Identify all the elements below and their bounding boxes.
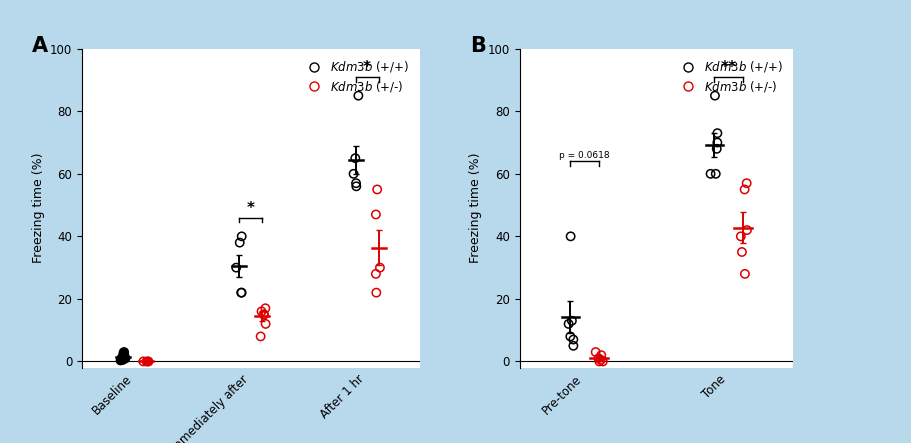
Point <box>258 305 272 312</box>
Point <box>233 289 248 296</box>
Y-axis label: Freezing time (%): Freezing time (%) <box>469 153 482 264</box>
Point <box>258 320 272 327</box>
Point <box>346 170 361 177</box>
Point <box>736 186 751 193</box>
Point <box>368 270 383 277</box>
Y-axis label: Freezing time (%): Freezing time (%) <box>32 153 45 264</box>
Point <box>734 249 749 256</box>
Point <box>702 170 717 177</box>
Point <box>114 355 128 362</box>
Point <box>560 320 575 327</box>
Text: p = 0.0618: p = 0.0618 <box>558 151 609 160</box>
Point <box>140 358 155 365</box>
Point <box>368 211 383 218</box>
Point <box>593 352 608 359</box>
Point <box>737 270 752 277</box>
Point <box>348 180 363 187</box>
Point <box>116 352 130 359</box>
Point <box>116 349 130 356</box>
Point <box>234 289 249 296</box>
Point <box>566 336 580 343</box>
Point <box>139 358 154 365</box>
Point <box>117 349 131 356</box>
Point <box>588 349 602 356</box>
Point <box>369 289 384 296</box>
Point <box>373 264 387 271</box>
Point <box>232 239 247 246</box>
Point <box>348 155 363 162</box>
Point <box>709 145 723 152</box>
Point <box>566 342 580 350</box>
Point <box>254 308 269 315</box>
Text: **: ** <box>720 60 736 75</box>
Point <box>732 233 747 240</box>
Point <box>564 317 578 324</box>
Point <box>136 358 150 365</box>
Point <box>590 355 605 362</box>
Point <box>253 333 268 340</box>
Point <box>707 92 722 99</box>
Point <box>593 356 608 363</box>
Legend: $Kdm3b$ (+/+), $Kdm3b$ (+/-): $Kdm3b$ (+/+), $Kdm3b$ (+/-) <box>671 54 787 99</box>
Point <box>140 358 155 365</box>
Point <box>370 186 384 193</box>
Point <box>591 358 606 365</box>
Text: B: B <box>470 36 486 56</box>
Point <box>351 92 365 99</box>
Text: *: * <box>247 201 254 216</box>
Point <box>739 180 753 187</box>
Point <box>563 233 578 240</box>
Point <box>113 356 128 363</box>
Point <box>710 130 724 137</box>
Point <box>234 233 249 240</box>
Text: *: * <box>363 60 371 75</box>
Point <box>595 358 609 365</box>
Point <box>710 139 724 146</box>
Legend: $Kdm3b$ (+/+), $Kdm3b$ (+/-): $Kdm3b$ (+/+), $Kdm3b$ (+/-) <box>298 54 414 99</box>
Point <box>562 333 577 340</box>
Point <box>117 352 131 359</box>
Point <box>256 311 271 318</box>
Point <box>349 183 363 190</box>
Point <box>256 311 271 318</box>
Text: A: A <box>31 36 47 56</box>
Point <box>708 170 722 177</box>
Point <box>229 264 243 271</box>
Point <box>118 355 132 362</box>
Point <box>739 226 753 233</box>
Point <box>116 356 130 363</box>
